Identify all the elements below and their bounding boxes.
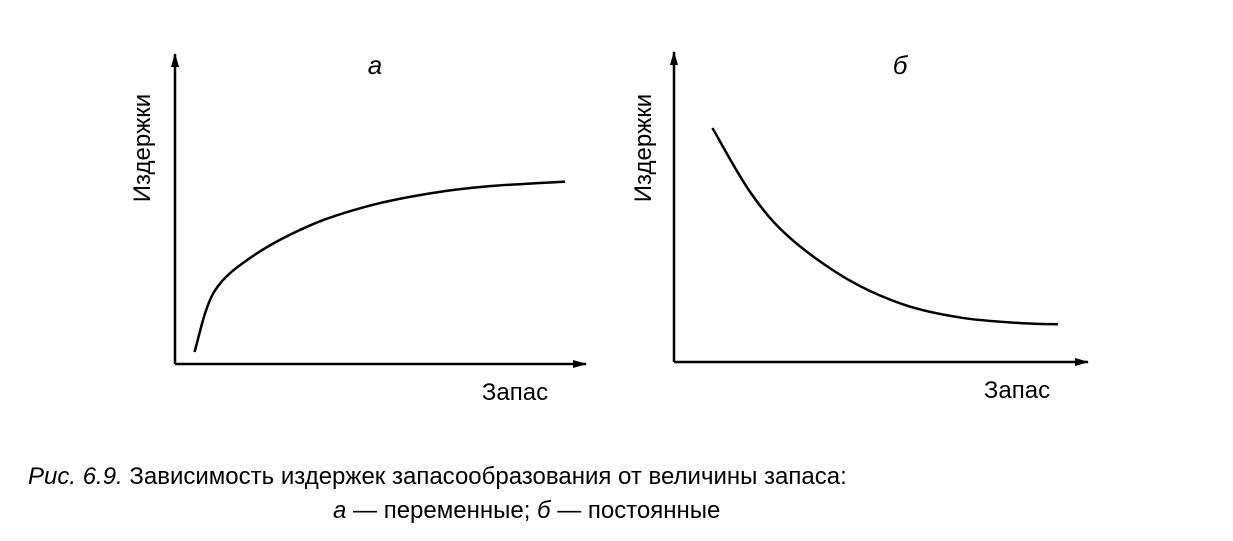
panel-a: а Издержки Запас — [129, 50, 587, 406]
panel-a-x-axis-label: Запас — [482, 379, 548, 406]
caption-b-letter: б — [537, 497, 551, 524]
caption-prefix: Рис. 6.9. — [28, 463, 123, 490]
caption-line-1: Рис. 6.9. Зависимость издержек запасообр… — [28, 460, 847, 494]
panel-a-label: а — [368, 50, 382, 80]
panel-b-label: б — [893, 50, 909, 80]
caption-text: Зависимость издержек запасообразования о… — [122, 463, 847, 490]
caption-a-letter: а — [333, 497, 347, 524]
caption-a-text: — переменные; — [346, 497, 538, 524]
caption-line-2: а — переменные; б — постоянные — [333, 494, 720, 528]
panel-a-curve — [193, 180, 566, 353]
panel-b-y-axis-label: Издержки — [630, 94, 657, 202]
caption-b-text: — постоянные — [550, 497, 721, 524]
panel-b-x-axis-label: Запас — [984, 377, 1050, 404]
panel-b: б Издержки Запас — [630, 50, 1089, 404]
panel-a-y-axis-label: Издержки — [129, 94, 156, 202]
panel-b-curve — [711, 127, 1059, 326]
